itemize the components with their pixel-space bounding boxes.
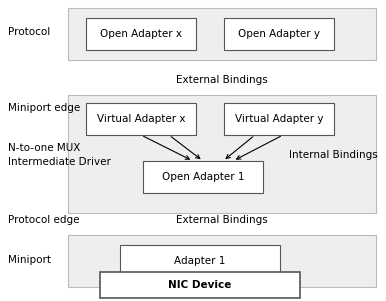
Text: Protocol edge: Protocol edge bbox=[8, 215, 80, 225]
Text: NIC Device: NIC Device bbox=[168, 280, 232, 290]
Text: Adapter 1: Adapter 1 bbox=[174, 256, 226, 266]
Text: Open Adapter x: Open Adapter x bbox=[100, 29, 182, 39]
Bar bbox=[224, 18, 334, 50]
Text: Intermediate Driver: Intermediate Driver bbox=[8, 157, 111, 167]
Text: Virtual Adapter x: Virtual Adapter x bbox=[97, 114, 185, 124]
Text: Miniport edge: Miniport edge bbox=[8, 103, 80, 113]
Text: External Bindings: External Bindings bbox=[176, 215, 268, 225]
Bar bbox=[86, 103, 196, 135]
Bar bbox=[143, 161, 263, 193]
Text: Open Adapter 1: Open Adapter 1 bbox=[162, 172, 244, 182]
Text: N-to-one MUX: N-to-one MUX bbox=[8, 143, 80, 153]
Text: Virtual Adapter y: Virtual Adapter y bbox=[235, 114, 323, 124]
Text: Protocol: Protocol bbox=[8, 27, 50, 37]
Bar bbox=[224, 103, 334, 135]
Bar bbox=[120, 245, 280, 277]
Text: Miniport: Miniport bbox=[8, 255, 51, 265]
Bar bbox=[68, 235, 376, 287]
Text: Internal Bindings: Internal Bindings bbox=[289, 150, 378, 160]
Bar bbox=[68, 95, 376, 213]
Bar bbox=[100, 272, 300, 298]
Bar bbox=[86, 18, 196, 50]
Bar bbox=[68, 8, 376, 60]
Text: Open Adapter y: Open Adapter y bbox=[238, 29, 320, 39]
Text: External Bindings: External Bindings bbox=[176, 75, 268, 85]
